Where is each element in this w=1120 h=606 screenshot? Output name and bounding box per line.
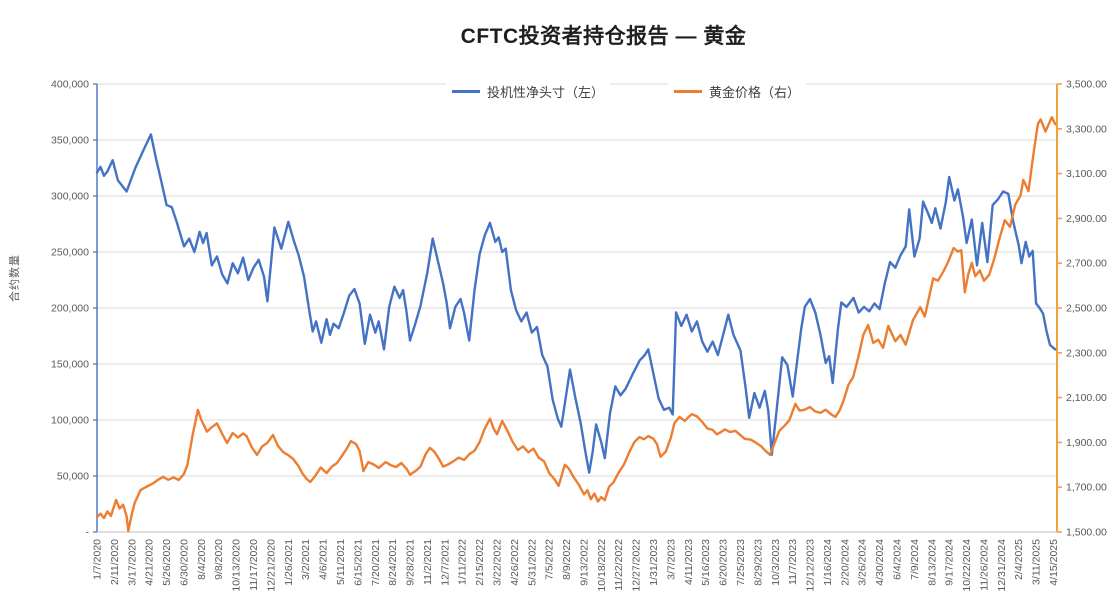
x-axis-tick-label: 9/17/2024 xyxy=(944,539,956,586)
x-axis-tick-label: 2/20/2024 xyxy=(839,539,851,586)
right-axis-tick-label: 1,700.00 xyxy=(1066,482,1107,494)
chart-title: CFTC投资者持仓报告 — 黄金 xyxy=(460,25,747,48)
x-axis-tick-label: 6/15/2021 xyxy=(352,539,364,586)
x-axis-tick-label: 1/31/2023 xyxy=(648,539,660,586)
x-axis-tick-label: 1/26/2021 xyxy=(283,539,295,586)
x-axis-tick-label: 5/26/2020 xyxy=(161,539,173,586)
x-axis-tick-label: 2/4/2025 xyxy=(1013,539,1025,580)
x-axis-tick-label: 6/20/2023 xyxy=(718,539,730,586)
x-axis-tick-label: 4/30/2024 xyxy=(874,539,886,586)
x-axis-tick-label: 2/15/2022 xyxy=(474,539,486,586)
x-axis-tick-label: 3/2/2021 xyxy=(300,539,312,580)
legend-swatch-blue-line xyxy=(451,90,480,93)
x-axis-tick-label: 9/13/2022 xyxy=(578,539,590,586)
x-axis-tick-label: 11/2/2021 xyxy=(422,539,434,585)
right-axis-tick-label: 3,500.00 xyxy=(1066,79,1107,91)
x-axis-tick-label: 5/31/2022 xyxy=(526,539,538,586)
x-axis-tick-label: 5/16/2023 xyxy=(700,539,712,586)
legend-swatch-orange-line xyxy=(674,90,702,93)
right-axis-tick-label: 3,300.00 xyxy=(1066,123,1107,135)
right-axis-tick-label: 1,500.00 xyxy=(1066,527,1107,539)
left-axis-tick-label: 400,000 xyxy=(51,79,89,91)
x-axis-tick-label: 1/16/2024 xyxy=(822,539,834,586)
x-axis-tick-label: 7/25/2023 xyxy=(735,539,747,586)
x-axis-tick-label: 5/11/2021 xyxy=(335,539,347,585)
right-axis-tick-label: 2,100.00 xyxy=(1066,392,1107,404)
left-axis-tick-label: 150,000 xyxy=(51,359,89,371)
x-axis-tick-label: 3/26/2024 xyxy=(857,539,869,586)
left-axis-tick-label: 300,000 xyxy=(51,191,89,203)
legend-label: 黄金价格（右） xyxy=(709,85,801,100)
x-axis-tick-label: 3/11/2025 xyxy=(1031,539,1043,585)
x-axis-tick-label: 12/27/2022 xyxy=(631,539,643,592)
left-axis-tick-label: 50,000 xyxy=(57,471,89,483)
speculative-net-position-line xyxy=(95,133,1057,474)
x-axis-tick-label: 10/3/2023 xyxy=(770,539,782,586)
x-axis-tick-label: 4/21/2020 xyxy=(144,539,156,586)
x-axis-tick-label: 8/24/2021 xyxy=(387,539,399,586)
x-axis-tick-label: 9/8/2020 xyxy=(213,539,225,580)
x-axis-tick-label: 10/18/2022 xyxy=(596,539,608,592)
x-axis-tick-label: 12/12/2023 xyxy=(805,539,817,592)
x-axis-tick-label: 8/9/2022 xyxy=(561,539,573,580)
left-axis-tick-label: 350,000 xyxy=(51,135,89,147)
x-axis-tick-label: 8/4/2020 xyxy=(196,539,208,580)
x-axis-tick-label: 4/11/2023 xyxy=(683,539,695,585)
legend-item-gold-price: 黄金价格（右） xyxy=(668,81,807,102)
x-axis-tick-label: 7/20/2021 xyxy=(370,539,382,586)
x-axis-tick-label: 8/29/2023 xyxy=(752,539,764,586)
left-axis-tick-label: 200,000 xyxy=(51,303,89,315)
x-axis-tick-label: 4/6/2021 xyxy=(318,539,330,580)
x-axis-tick-label: 12/31/2024 xyxy=(996,539,1008,592)
x-axis-tick-label: 11/22/2022 xyxy=(613,539,625,591)
x-axis-tick-label: 11/26/2024 xyxy=(978,539,990,591)
x-axis-tick-label: 3/17/2020 xyxy=(126,539,138,586)
x-axis-tick-label: 10/22/2024 xyxy=(961,539,973,592)
x-axis-tick-label: 10/13/2020 xyxy=(231,539,243,592)
x-axis-tick-label: 7/5/2022 xyxy=(544,539,556,580)
left-axis-tick-label: 250,000 xyxy=(51,247,89,259)
x-axis-tick-label: 3/22/2022 xyxy=(492,539,504,586)
left-axis-tick-label: 100,000 xyxy=(51,415,89,427)
x-axis-tick-label: 11/7/2023 xyxy=(787,539,799,585)
x-axis-tick-label: 1/11/2022 xyxy=(457,539,469,585)
x-axis-tick-label: 11/17/2020 xyxy=(248,539,260,591)
right-axis-tick-label: 2,900.00 xyxy=(1066,213,1107,225)
x-axis-tick-label: 9/28/2021 xyxy=(405,539,417,586)
right-axis-tick-label: 1,900.00 xyxy=(1066,437,1107,449)
x-axis-tick-label: 1/7/2020 xyxy=(92,539,104,580)
right-axis-tick-label: 3,100.00 xyxy=(1066,168,1107,180)
x-axis-tick-label: 12/7/2021 xyxy=(439,539,451,586)
right-axis-tick-label: 2,500.00 xyxy=(1066,303,1107,315)
left-axis-tick-label: - xyxy=(86,527,90,539)
x-axis-tick-label: 4/26/2022 xyxy=(509,539,521,586)
x-axis-tick-label: 8/13/2024 xyxy=(926,539,938,586)
x-axis-tick-label: 12/21/2020 xyxy=(265,539,277,592)
gold-price-line xyxy=(95,116,1057,533)
x-axis-tick-label: 6/4/2024 xyxy=(892,539,904,580)
chart-legend: 投机性净头寸（左） 黄金价格（右） xyxy=(146,81,1106,102)
x-axis-tick-label: 3/7/2023 xyxy=(665,539,677,580)
legend-label: 投机性净头寸（左） xyxy=(486,85,604,100)
x-axis-tick-label: 6/30/2020 xyxy=(178,539,190,586)
legend-item-speculative-net-position: 投机性净头寸（左） xyxy=(445,81,610,102)
x-axis-tick-label: 4/15/2025 xyxy=(1048,539,1060,586)
x-axis-tick-label: 7/9/2024 xyxy=(909,539,921,580)
x-axis-tick-label: 2/11/2020 xyxy=(109,539,121,585)
right-axis-tick-label: 2,300.00 xyxy=(1066,347,1107,359)
right-axis-tick-label: 2,700.00 xyxy=(1066,258,1107,270)
